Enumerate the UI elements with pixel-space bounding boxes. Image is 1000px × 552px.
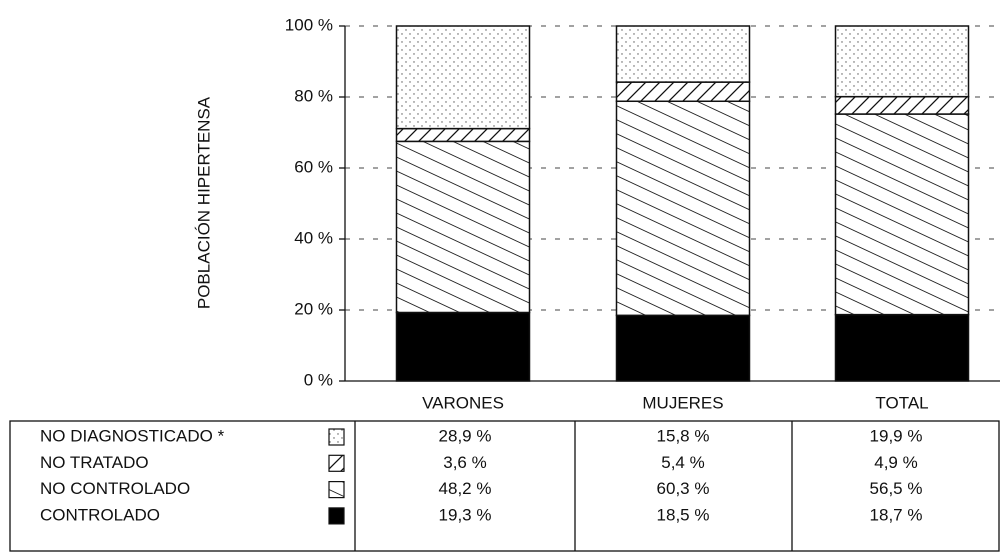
bar-segment <box>615 314 751 382</box>
bar-segment <box>834 313 970 382</box>
table-cell: 18,5 % <box>657 505 710 524</box>
legend-label: NO TRATADO <box>40 453 149 472</box>
legend-swatch <box>328 481 345 499</box>
table-cell: 15,8 % <box>657 426 710 445</box>
table-cell: 4,9 % <box>874 453 917 472</box>
bar-segment <box>834 95 970 115</box>
table-cell: 19,9 % <box>870 426 923 445</box>
y-tick-label: 100 % <box>285 15 333 34</box>
x-tick-label: TOTAL <box>875 393 928 412</box>
bar-segment <box>395 127 531 143</box>
y-axis-label: POBLACIÓN HIPERTENSA <box>194 96 213 309</box>
bar-segment <box>395 25 531 130</box>
bar-segment <box>834 25 970 98</box>
table-cell: 19,3 % <box>439 505 492 524</box>
y-tick-label: 0 % <box>304 370 333 389</box>
table-cell: 48,2 % <box>439 479 492 498</box>
bar-segment <box>395 311 531 382</box>
bar-segment <box>834 113 970 316</box>
y-tick-label: 40 % <box>294 228 333 247</box>
bar-segment <box>615 81 751 103</box>
y-tick-label: 20 % <box>294 299 333 318</box>
table-cell: 56,5 % <box>870 479 923 498</box>
legend-label: NO CONTROLADO <box>40 479 190 498</box>
x-tick-label: VARONES <box>422 393 504 412</box>
table-border <box>9 420 1000 552</box>
x-tick-label: MUJERES <box>642 393 723 412</box>
bar-segment <box>615 100 751 317</box>
legend-swatch <box>328 428 345 446</box>
table-cell: 28,9 % <box>439 426 492 445</box>
table-cell: 18,7 % <box>870 505 923 524</box>
bar-segment <box>615 25 751 83</box>
table-cell: 5,4 % <box>661 453 704 472</box>
table-cell: 60,3 % <box>657 479 710 498</box>
table-cell: 3,6 % <box>443 453 486 472</box>
legend-swatch <box>328 454 345 472</box>
y-tick-label: 60 % <box>294 157 333 176</box>
legend-label: CONTROLADO <box>40 505 160 524</box>
y-tick-label: 80 % <box>294 86 333 105</box>
legend-label: NO DIAGNOSTICADO * <box>40 426 225 445</box>
legend-swatch <box>328 507 345 525</box>
bar-segment <box>395 140 531 314</box>
